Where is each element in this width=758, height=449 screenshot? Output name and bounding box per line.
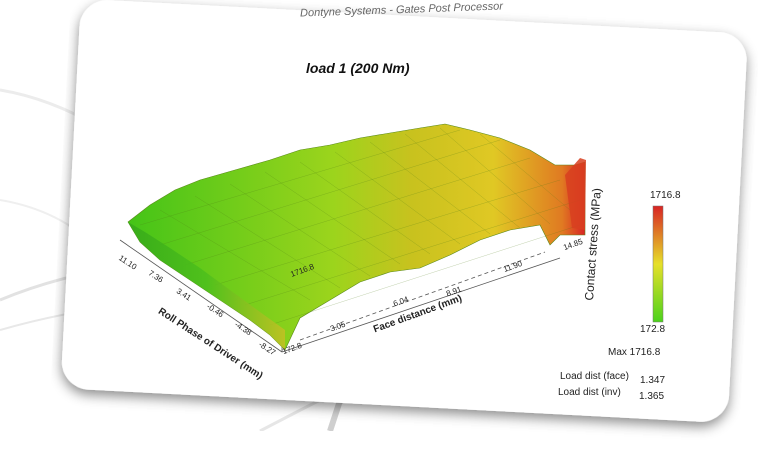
load-dist-face-value: 1.347 [640, 375, 666, 386]
load-dist-inv-label: Load dist (inv) [558, 387, 621, 398]
surface-mesh [139, 127, 581, 326]
load-dist-face-label: Load dist (face) [560, 371, 629, 382]
max-stress-value: Max 1716.8 [608, 347, 661, 358]
stress-surface [127, 123, 586, 351]
plot-title: load 1 (200 Nm) [306, 60, 410, 76]
colorbar-min-label: 172.8 [640, 324, 666, 335]
colorbar [652, 205, 664, 323]
load-dist-inv-value: 1.365 [639, 391, 665, 402]
surface-plot [119, 123, 664, 353]
surface-front [128, 222, 285, 350]
colorbar-max-label: 1716.8 [650, 190, 681, 201]
surface-peak [565, 158, 586, 230]
